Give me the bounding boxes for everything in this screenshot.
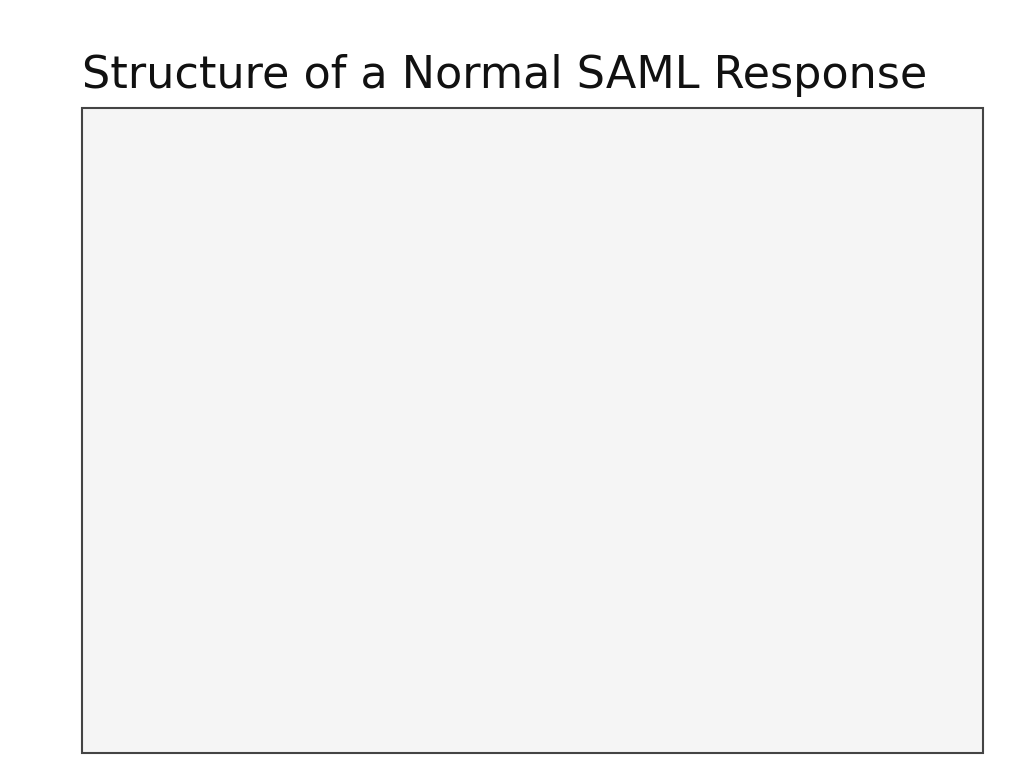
Text: Signature: Signature [374, 472, 441, 485]
Text: ID="#SOME_ID": ID="#SOME_ID" [535, 352, 648, 366]
Text: Response: Response [171, 230, 237, 243]
FancyBboxPatch shape [393, 553, 582, 611]
FancyBboxPatch shape [233, 314, 432, 398]
FancyBboxPatch shape [318, 452, 497, 505]
FancyBboxPatch shape [120, 207, 289, 266]
FancyBboxPatch shape [313, 449, 502, 508]
FancyBboxPatch shape [397, 556, 577, 607]
FancyBboxPatch shape [239, 317, 427, 395]
FancyBboxPatch shape [497, 660, 676, 711]
FancyBboxPatch shape [716, 660, 904, 711]
FancyBboxPatch shape [711, 656, 909, 714]
FancyBboxPatch shape [497, 330, 686, 388]
Text: SignedInfo: SignedInfo [451, 575, 524, 589]
Text: Assertion
(Signed/
Processed): Assertion (Signed/ Processed) [296, 333, 371, 379]
Text: Reference: Reference [552, 678, 622, 692]
Text: URI="#SOME_ID": URI="#SOME_ID" [750, 678, 871, 692]
FancyBboxPatch shape [493, 326, 691, 392]
FancyBboxPatch shape [115, 204, 293, 269]
Text: Structure of a Normal SAML Response: Structure of a Normal SAML Response [82, 54, 927, 97]
FancyBboxPatch shape [493, 656, 681, 714]
